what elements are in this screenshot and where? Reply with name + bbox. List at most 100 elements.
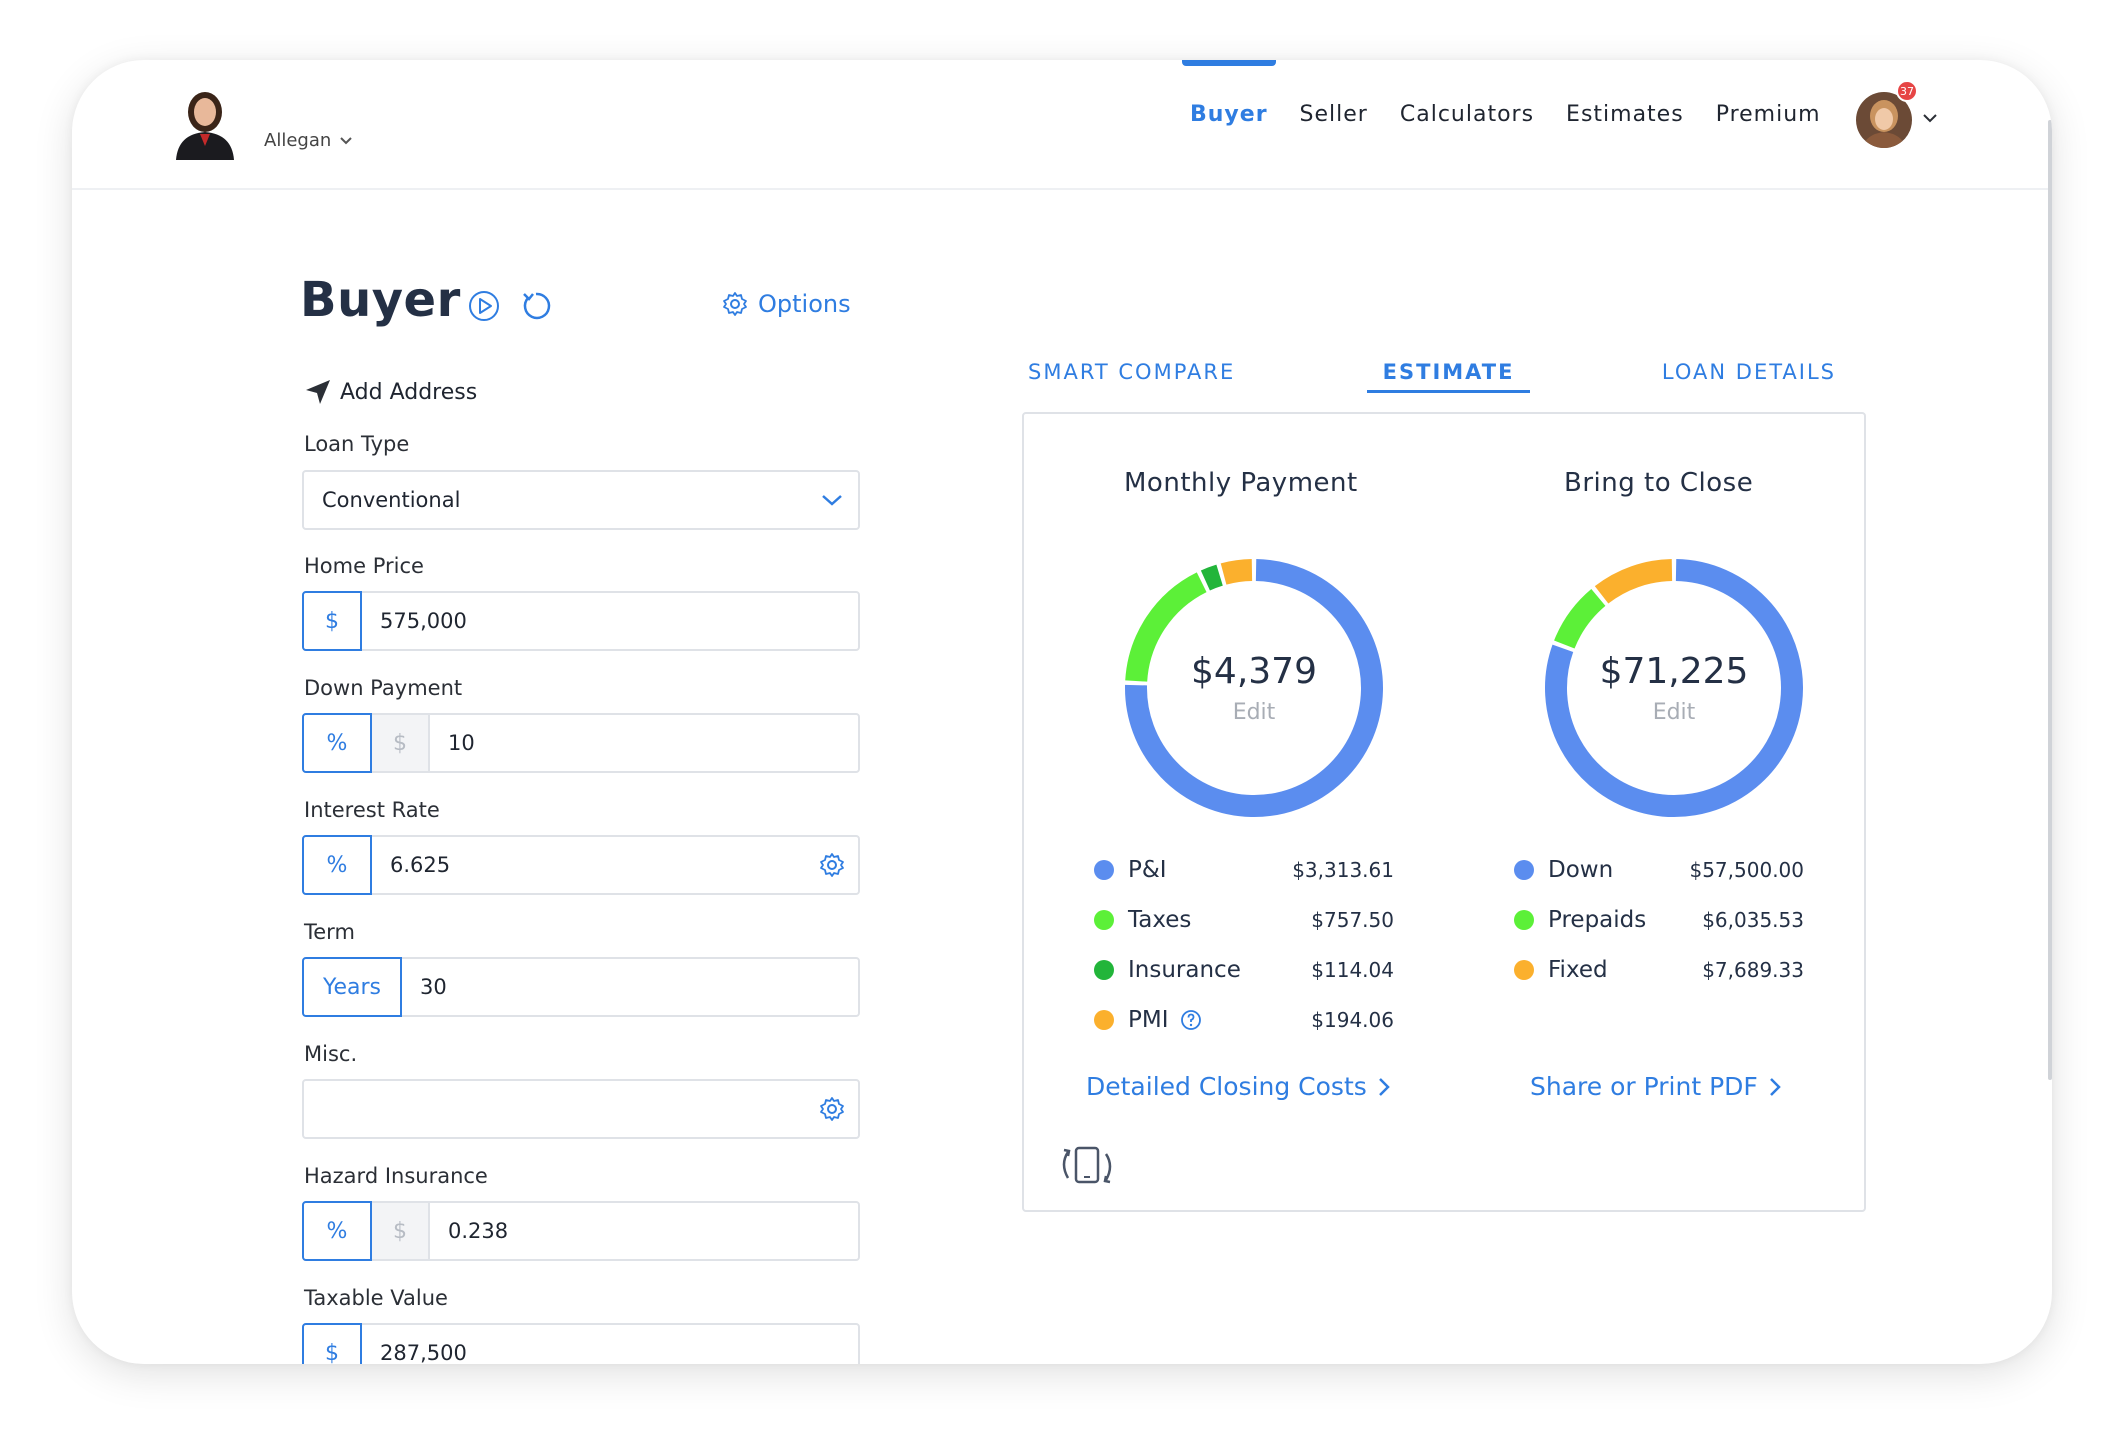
nav-estimates[interactable]: Estimates [1566,102,1684,127]
legend-amount: $7,689.33 [1702,958,1804,982]
reset-icon[interactable] [520,290,552,322]
close-legend: Down $57,500.00 Prepaids $6,035.53 Fixed… [1514,845,1804,995]
play-icon[interactable] [468,290,500,322]
hazard-insurance-field: % $ 0.238 [302,1201,860,1261]
legend-amount: $3,313.61 [1292,858,1394,882]
share-print-label: Share or Print PDF [1530,1072,1758,1101]
app-window: Allegan Buyer Seller Calculators Estimat… [72,60,2052,1364]
legend-row-down: Down $57,500.00 [1514,845,1804,895]
notification-badge: 37 [1896,80,1918,102]
percent-addon[interactable]: % [302,835,372,895]
loan-type-select[interactable]: Conventional [302,470,860,530]
legend-amount: $114.04 [1311,958,1394,982]
tab-smart-compare[interactable]: SMART COMPARE [1028,360,1236,384]
legend-amount: $194.06 [1311,1008,1394,1032]
help-icon[interactable] [1179,1008,1203,1032]
down-payment-field: % $ 10 [302,713,860,773]
bring-to-close-amount: $71,225 [1599,651,1749,692]
monthly-payment-amount: $4,379 [1191,651,1317,692]
legend-amount: $757.50 [1311,908,1394,932]
nav-calculators[interactable]: Calculators [1399,102,1535,127]
loan-type-label: Loan Type [304,432,410,456]
down-payment-input[interactable]: 10 [448,731,475,755]
loan-type-value: Conventional [322,488,461,512]
avatar [1856,92,1912,148]
monthly-legend: P&I $3,313.61 Taxes $757.50 Insurance $1… [1094,845,1394,1045]
dollar-addon[interactable]: $ [372,1203,430,1259]
gear-icon [820,853,844,877]
rotate-device-icon[interactable] [1054,1144,1122,1188]
legend-row-pi: P&I $3,313.61 [1094,845,1394,895]
close-donut-center: $71,225 Edit [1534,548,1814,828]
years-addon[interactable]: Years [302,957,402,1017]
misc-input[interactable] [304,1081,806,1137]
legend-row-taxes: Taxes $757.50 [1094,895,1394,945]
interest-rate-field: % 6.625 [302,835,860,895]
interest-rate-label: Interest Rate [304,798,440,822]
hazard-insurance-input[interactable]: 0.238 [448,1219,509,1243]
title-actions [468,290,552,322]
close-edit-link[interactable]: Edit [1652,700,1696,725]
monthly-segment-insurance [1200,564,1223,591]
nav-buyer[interactable]: Buyer [1182,60,1276,131]
monthly-edit-link[interactable]: Edit [1232,700,1276,725]
misc-field [302,1079,860,1139]
tab-estimate[interactable]: ESTIMATE [1366,360,1531,393]
bring-to-close-donut [1545,559,1803,817]
percent-addon[interactable]: % [302,713,372,773]
chevron-down-icon[interactable] [1922,112,1938,124]
monthly-segment-taxes [1125,572,1207,682]
region-selector[interactable]: Allegan [264,130,353,151]
legend-dot [1094,960,1114,980]
close-segment-fixed [1594,559,1673,604]
chevron-down-icon [822,495,842,506]
legend-dot [1094,910,1114,930]
percent-addon[interactable]: % [302,1201,372,1261]
nav-seller[interactable]: Seller [1299,102,1368,127]
monthly-donut-center: $4,379 Edit [1114,548,1394,828]
currency-addon[interactable]: $ [302,591,362,651]
page-title: Buyer [300,272,461,328]
nav-premium[interactable]: Premium [1715,102,1821,127]
scrollbar[interactable] [2048,120,2052,1080]
legend-dot [1094,860,1114,880]
term-field: Years 30 [302,957,860,1017]
misc-label: Misc. [304,1042,358,1066]
user-avatar-button[interactable]: 37 [1856,80,1918,148]
legend-dot [1094,1010,1114,1030]
legend-label-wrap: PMI [1128,1007,1311,1033]
legend-label: Taxes [1128,907,1192,933]
top-navigation-bar: Allegan Buyer Seller Calculators Estimat… [72,60,2052,190]
taxable-value-field: $ 287,500 [302,1323,860,1364]
legend-label: Down [1548,857,1614,883]
monthly-segment-pmi [1220,559,1253,585]
share-print-pdf-link[interactable]: Share or Print PDF [1530,1072,1782,1101]
legend-label: P&I [1128,857,1167,883]
term-input[interactable]: 30 [420,975,447,999]
dollar-addon[interactable]: $ [372,715,430,771]
main-nav: Buyer Seller Calculators Estimates Premi… [1182,60,1821,131]
taxable-value-label: Taxable Value [304,1286,448,1310]
legend-amount: $6,035.53 [1702,908,1804,932]
options-button[interactable]: Options [722,290,851,318]
misc-settings[interactable] [806,1081,858,1137]
add-address-button[interactable]: Add Address [304,378,477,406]
chevron-right-icon [1769,1077,1781,1096]
detailed-closing-costs-link[interactable]: Detailed Closing Costs [1086,1072,1391,1101]
currency-addon[interactable]: $ [302,1323,362,1364]
options-label: Options [758,290,851,318]
region-label: Allegan [264,130,332,151]
interest-rate-settings[interactable] [806,837,858,893]
legend-label: Prepaids [1548,907,1647,933]
legend-label: Fixed [1548,957,1608,983]
location-arrow-icon [306,380,330,404]
legend-dot [1514,960,1534,980]
tab-loan-details[interactable]: LOAN DETAILS [1661,360,1836,384]
close-segment-down [1545,559,1803,817]
gear-icon [723,292,747,316]
taxable-value-input[interactable]: 287,500 [380,1341,467,1364]
home-price-input[interactable]: 575,000 [380,609,467,633]
closing-costs-label: Detailed Closing Costs [1086,1072,1367,1101]
interest-rate-input[interactable]: 6.625 [390,853,451,877]
home-price-field: $ 575,000 [302,591,860,651]
